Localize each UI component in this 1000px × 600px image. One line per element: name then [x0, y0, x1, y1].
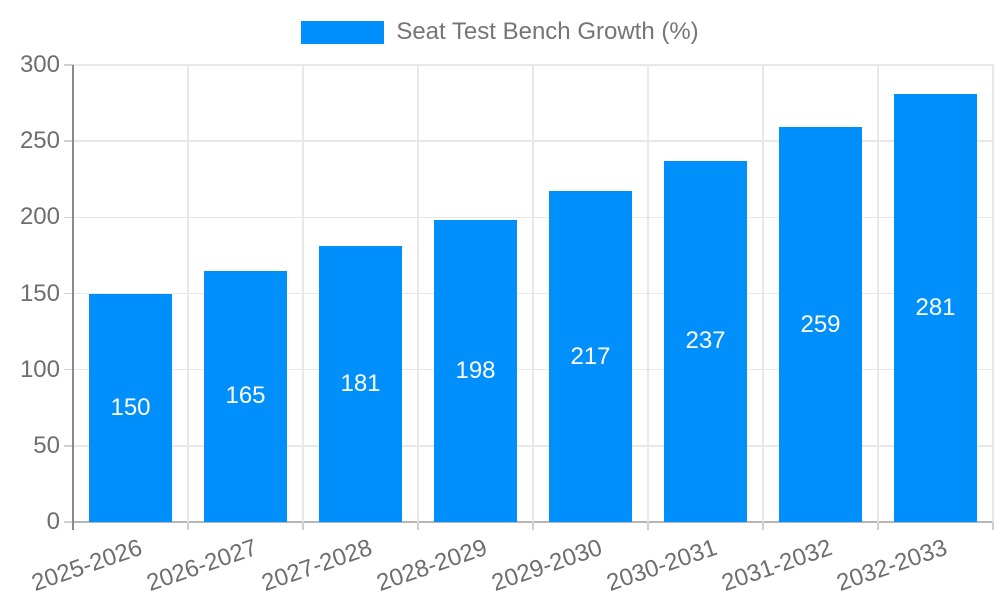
- y-axis-tick: [64, 521, 73, 523]
- gridline: [187, 65, 189, 522]
- gridline: [877, 65, 879, 522]
- y-axis-tick: [64, 368, 73, 371]
- bar: 259: [779, 127, 862, 522]
- bar-value-label: 165: [225, 382, 266, 410]
- x-axis-label: 2028-2029: [372, 534, 491, 597]
- x-axis-tick: [877, 522, 879, 530]
- gridline: [992, 65, 994, 522]
- bar: 217: [549, 191, 632, 522]
- y-axis-tick: [64, 292, 73, 295]
- x-axis-label: 2027-2028: [257, 534, 376, 597]
- gridline: [417, 65, 419, 522]
- x-axis-label: 2026-2027: [142, 534, 261, 597]
- y-axis-label: 250: [19, 127, 60, 155]
- bar-value-label: 150: [110, 393, 151, 421]
- bar-value-label: 217: [570, 342, 611, 370]
- bar: 165: [204, 270, 287, 522]
- bar: 281: [894, 93, 977, 522]
- y-axis-label: 300: [19, 51, 60, 78]
- legend-label: Seat Test Bench Growth (%): [396, 18, 699, 45]
- y-axis-label: 0: [46, 508, 60, 535]
- legend-swatch: [301, 20, 385, 44]
- bar: 198: [434, 220, 517, 522]
- y-axis-tick: [64, 140, 73, 142]
- y-axis-tick: [64, 445, 73, 447]
- bar: 237: [664, 160, 747, 522]
- gridline: [647, 65, 649, 522]
- gridline: [302, 65, 304, 522]
- bar: 181: [319, 246, 402, 522]
- bar-value-label: 181: [340, 370, 381, 398]
- y-axis-tick: [64, 64, 73, 66]
- bar-value-label: 237: [685, 327, 726, 355]
- y-axis-label: 150: [19, 279, 60, 307]
- x-axis-tick: [302, 522, 304, 530]
- y-axis-line: [72, 65, 74, 530]
- y-axis-label: 200: [19, 203, 60, 231]
- y-axis-label: 50: [33, 431, 60, 459]
- x-axis-tick: [647, 522, 649, 530]
- x-axis-label: 2030-2031: [602, 534, 721, 597]
- y-axis-label: 100: [19, 355, 60, 383]
- x-axis-tick: [187, 522, 189, 530]
- legend[interactable]: Seat Test Bench Growth (%): [0, 18, 1000, 46]
- bar-value-label: 198: [455, 357, 496, 385]
- bar-value-label: 259: [800, 310, 841, 338]
- x-axis-tick: [532, 522, 534, 530]
- x-axis-label: 2025-2026: [27, 534, 146, 597]
- x-axis-tick: [992, 522, 994, 530]
- x-axis-label: 2031-2032: [717, 534, 836, 597]
- y-axis-tick: [64, 216, 73, 219]
- x-axis-label: 2029-2030: [487, 534, 606, 597]
- gridline: [532, 65, 534, 522]
- x-axis-tick: [417, 522, 419, 530]
- x-axis-tick: [762, 522, 764, 530]
- x-axis-label: 2032-2033: [832, 534, 951, 597]
- gridline: [762, 65, 764, 522]
- bar-value-label: 281: [915, 293, 956, 321]
- bar: 150: [89, 293, 172, 522]
